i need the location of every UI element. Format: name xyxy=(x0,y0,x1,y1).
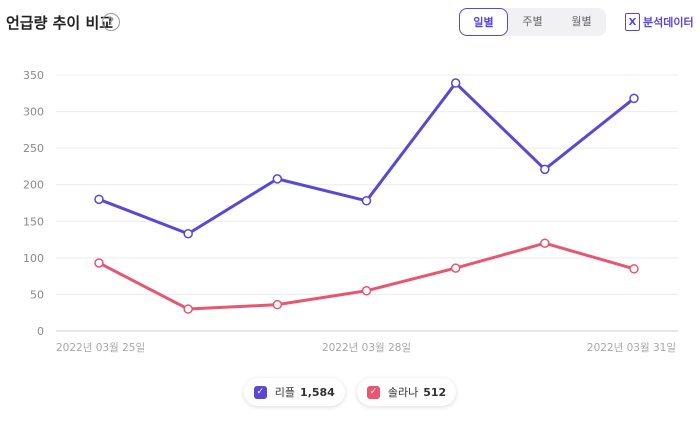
series-line xyxy=(97,81,636,236)
tab-daily[interactable]: 일별 xyxy=(459,8,508,36)
data-point xyxy=(183,228,193,239)
y-tick-label: 0 xyxy=(37,325,44,338)
data-point xyxy=(540,238,550,248)
data-point xyxy=(272,174,283,184)
question-circle-icon[interactable]: ? xyxy=(102,13,120,31)
legend-series-total: 512 xyxy=(423,385,447,399)
legend-item-solana[interactable]: ✓ 솔라나 512 xyxy=(356,378,457,406)
y-tick-label: 250 xyxy=(23,142,44,155)
data-point xyxy=(94,258,104,268)
data-point xyxy=(629,264,639,274)
excel-file-icon: X xyxy=(625,13,640,31)
y-tick-label: 350 xyxy=(23,69,44,82)
legend-series-name: 리플 xyxy=(274,386,296,399)
y-tick-label: 150 xyxy=(23,215,44,228)
data-point xyxy=(629,93,639,104)
y-tick-label: 100 xyxy=(23,252,44,265)
header: 언급량 추이 비교 ? 일별 주별 월별 X 분석데이터 xyxy=(0,0,700,50)
legend-series-total: 1,584 xyxy=(300,385,335,399)
x-tick-label: 2022년 03월 25일 xyxy=(56,341,145,354)
line-chart: 0 50 100 150 200 250 300 350 2022년 03월 25일 2022년 … xyxy=(23,69,678,354)
legend-series-name: 솔라나 xyxy=(387,386,419,399)
x-tick-label: 2022년 03월 28일 xyxy=(322,341,411,354)
y-tick-label: 200 xyxy=(23,179,44,192)
data-point xyxy=(272,299,283,310)
data-point xyxy=(361,286,372,296)
tab-weekly[interactable]: 주별 xyxy=(522,15,543,28)
period-toggle-group: 일별 주별 월별 xyxy=(459,8,606,36)
data-point xyxy=(450,78,461,88)
y-tick-label: 50 xyxy=(30,288,44,301)
data-point xyxy=(94,194,104,205)
series-line xyxy=(97,241,636,311)
export-label: 분석데이터 xyxy=(643,16,694,29)
data-point xyxy=(540,164,550,175)
checkbox-checked-icon: ✓ xyxy=(366,385,380,399)
data-point xyxy=(361,196,372,206)
export-data-button[interactable]: X 분석데이터 xyxy=(625,12,694,32)
tab-monthly[interactable]: 월별 xyxy=(571,15,592,28)
checkbox-checked-icon: ✓ xyxy=(253,385,267,399)
chart-title: 언급량 추이 비교 xyxy=(6,14,114,32)
chart-legend: ✓ 리플 1,584 ✓ 솔라나 512 xyxy=(0,378,700,406)
x-tick-label: 2022년 03월 31일 xyxy=(587,341,676,354)
data-point xyxy=(183,304,193,314)
data-point xyxy=(450,263,461,273)
y-tick-label: 300 xyxy=(23,106,44,119)
legend-item-ripple[interactable]: ✓ 리플 1,584 xyxy=(243,378,345,406)
